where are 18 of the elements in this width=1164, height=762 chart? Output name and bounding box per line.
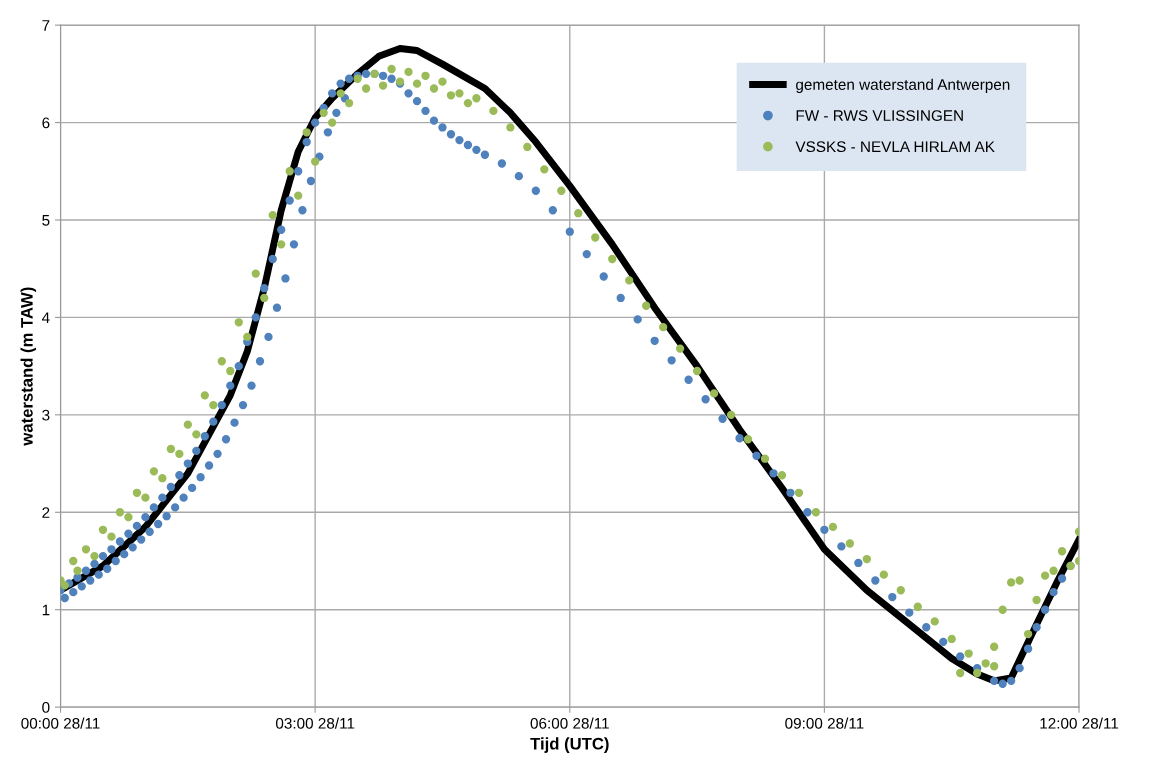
x-tick-label: 00:00 28/11 <box>21 717 100 729</box>
y-tick-label: 0 <box>42 702 50 713</box>
x-tick-label: 12:00 28/11 <box>1040 717 1119 729</box>
legend-label: VSSKS - NEVLA HIRLAM AK <box>795 141 995 153</box>
y-tick-label: 1 <box>42 604 50 616</box>
x-tick-label: 03:00 28/11 <box>275 717 355 729</box>
y-tick-label: 2 <box>42 507 50 518</box>
y-tick-label: 6 <box>42 117 50 129</box>
x-tick-label: 06:00 28/11 <box>530 717 609 729</box>
y-tick-label: 5 <box>42 215 50 226</box>
x-axis-title: Tijd (UTC) <box>530 737 609 753</box>
legend-label: FW - RWS VLISSINGEN <box>796 110 963 122</box>
legend-label: gemeten waterstand Antwerpen <box>796 78 1010 93</box>
y-axis-title: waterstand (m TAW) <box>20 287 37 446</box>
y-tick-label: 7 <box>42 20 50 31</box>
x-tick-label: 09:00 28/11 <box>785 717 864 729</box>
y-tick-label: 3 <box>42 409 50 421</box>
y-tick-label: 4 <box>41 312 50 323</box>
